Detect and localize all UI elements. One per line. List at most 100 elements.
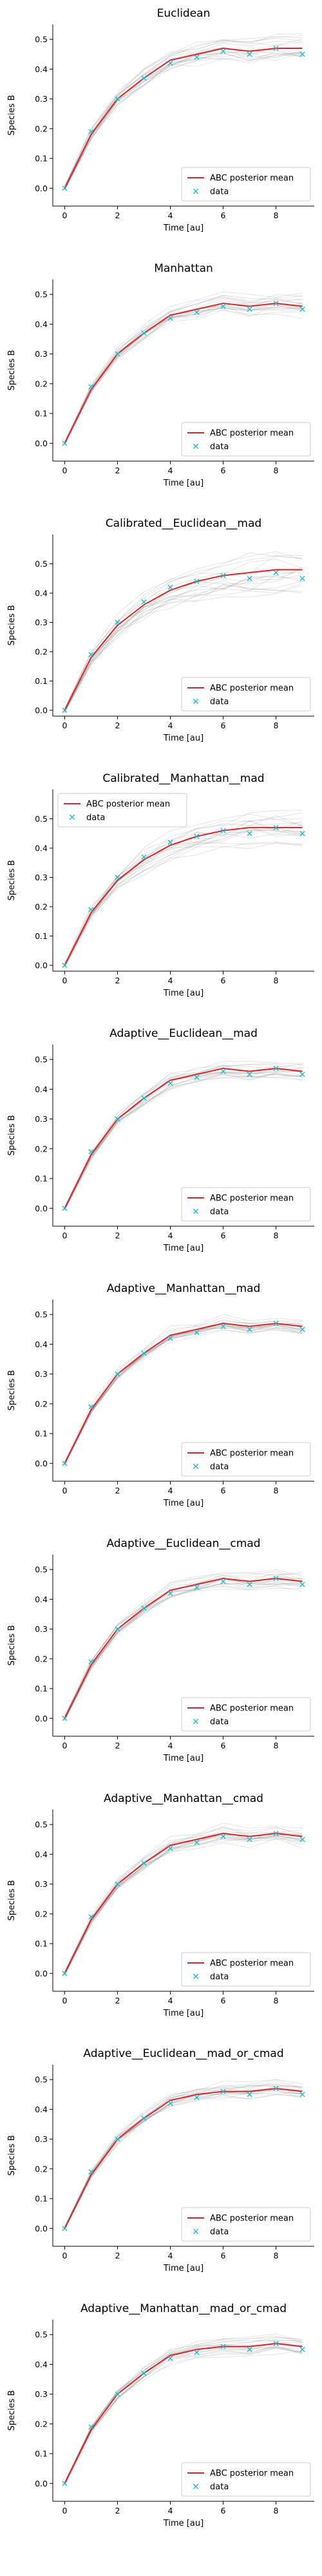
- posterior-sample-line: [64, 48, 303, 189]
- x-axis-label: Time [au]: [163, 2009, 204, 2018]
- x-tick-label: 0: [62, 2251, 67, 2260]
- data-point: [167, 2356, 173, 2362]
- data-point: [141, 1350, 147, 1356]
- posterior-mean-line: [64, 2342, 303, 2484]
- y-tick-label: 0.2: [35, 902, 48, 911]
- posterior-samples: [64, 33, 303, 191]
- y-tick-label: 0.2: [35, 1399, 48, 1408]
- x-axis-label: Time [au]: [163, 478, 204, 488]
- y-axis-label: Species B: [7, 1625, 17, 1665]
- data-point: [141, 599, 147, 605]
- x-tick-label: 4: [168, 721, 173, 730]
- chart-title: Adaptive__Euclidean__mad: [109, 1027, 258, 1040]
- y-tick-label: 0.2: [35, 379, 48, 388]
- posterior-sample-line: [64, 51, 303, 190]
- posterior-sample-line: [64, 1327, 303, 1464]
- legend-label-posterior-mean: ABC posterior mean: [210, 1959, 294, 1969]
- data-point: [247, 52, 252, 57]
- posterior-sample-line: [64, 1063, 303, 1208]
- legend-box: [181, 422, 311, 457]
- data-point: [220, 828, 226, 833]
- posterior-sample-line: [64, 584, 303, 712]
- data-point: [62, 707, 68, 713]
- x-tick-label: 2: [115, 1741, 120, 1750]
- posterior-sample-line: [64, 2336, 303, 2483]
- posterior-sample-line: [64, 827, 303, 967]
- posterior-sample-line: [64, 833, 303, 967]
- posterior-sample-line: [64, 2335, 303, 2483]
- y-tick-label: 0.4: [35, 319, 48, 329]
- chart-title: Adaptive__Manhattan__cmad: [104, 1792, 263, 1805]
- x-tick-label: 0: [62, 1486, 67, 1495]
- data-point: [273, 45, 279, 52]
- data-point: [115, 1371, 120, 1377]
- legend-label-posterior-mean: ABC posterior mean: [210, 429, 294, 439]
- posterior-sample-line: [64, 569, 303, 712]
- legend-swatch-data: [193, 2228, 199, 2235]
- posterior-sample-line: [64, 1072, 303, 1211]
- data-point: [115, 351, 120, 357]
- x-tick-label: 0: [62, 1231, 67, 1240]
- x-tick-label: 8: [274, 1741, 279, 1750]
- x-tick-label: 8: [274, 976, 279, 985]
- posterior-sample-line: [64, 1072, 303, 1210]
- legend-label-data: data: [210, 697, 229, 707]
- y-tick-label: 0.2: [35, 1654, 48, 1663]
- x-tick-label: 0: [62, 2506, 67, 2515]
- posterior-mean-line: [64, 827, 303, 966]
- data-point: [141, 330, 147, 336]
- data-point: [220, 2088, 226, 2094]
- data-point: [167, 2101, 173, 2107]
- posterior-sample-line: [64, 2347, 303, 2484]
- posterior-sample-line: [64, 2089, 303, 2228]
- x-tick-label: 2: [115, 2251, 120, 2260]
- y-axis-label: Species B: [7, 350, 17, 390]
- data-point: [167, 1081, 173, 1086]
- legend-label-data: data: [210, 1718, 229, 1727]
- data-point: [299, 831, 305, 837]
- legend-box: [181, 1697, 311, 1732]
- posterior-sample-line: [64, 1064, 303, 1208]
- x-axis-label: Time [au]: [163, 734, 204, 743]
- posterior-mean-line: [64, 1832, 303, 1974]
- legend-box: [181, 1442, 311, 1477]
- y-tick-label: 0.3: [35, 349, 48, 359]
- data-point: [220, 48, 226, 54]
- posterior-sample-line: [64, 582, 303, 714]
- chart-title: Manhattan: [154, 262, 213, 275]
- legend-swatch-data: [193, 1973, 199, 1980]
- posterior-sample-line: [64, 1325, 303, 1464]
- y-tick-label: 0.5: [35, 2330, 48, 2340]
- x-tick-label: 6: [221, 1741, 226, 1750]
- data-point: [247, 1837, 252, 1842]
- posterior-sample-line: [64, 2092, 303, 2230]
- data-point: [88, 907, 94, 913]
- posterior-sample-line: [64, 39, 303, 187]
- x-tick-label: 4: [168, 1741, 173, 1750]
- posterior-sample-line: [64, 2347, 303, 2486]
- data-point: [141, 1605, 147, 1611]
- x-tick-label: 6: [221, 1996, 226, 2005]
- x-tick-label: 8: [274, 2251, 279, 2260]
- data-point: [115, 96, 120, 102]
- y-tick-label: 0.0: [35, 1714, 48, 1723]
- y-tick-label: 0.1: [35, 931, 48, 941]
- legend-label-data: data: [210, 2483, 229, 2492]
- posterior-sample-line: [64, 829, 303, 966]
- legend-swatch-data: [69, 814, 75, 820]
- posterior-sample-line: [64, 1572, 303, 1719]
- posterior-sample-line: [64, 1836, 303, 1976]
- x-tick-label: 4: [168, 1996, 173, 2005]
- posterior-sample-line: [64, 41, 303, 189]
- y-tick-label: 0.3: [35, 2134, 48, 2144]
- posterior-sample-line: [64, 2089, 303, 2230]
- posterior-sample-line: [64, 1578, 303, 1720]
- y-tick-label: 0.3: [35, 1114, 48, 1124]
- posterior-mean-line: [64, 1322, 303, 1464]
- y-tick-label: 0.2: [35, 1909, 48, 1918]
- data-point: [247, 307, 252, 312]
- x-tick-label: 2: [115, 211, 120, 220]
- posterior-sample-line: [64, 1073, 303, 1211]
- posterior-sample-line: [64, 576, 303, 712]
- data-point: [62, 440, 68, 446]
